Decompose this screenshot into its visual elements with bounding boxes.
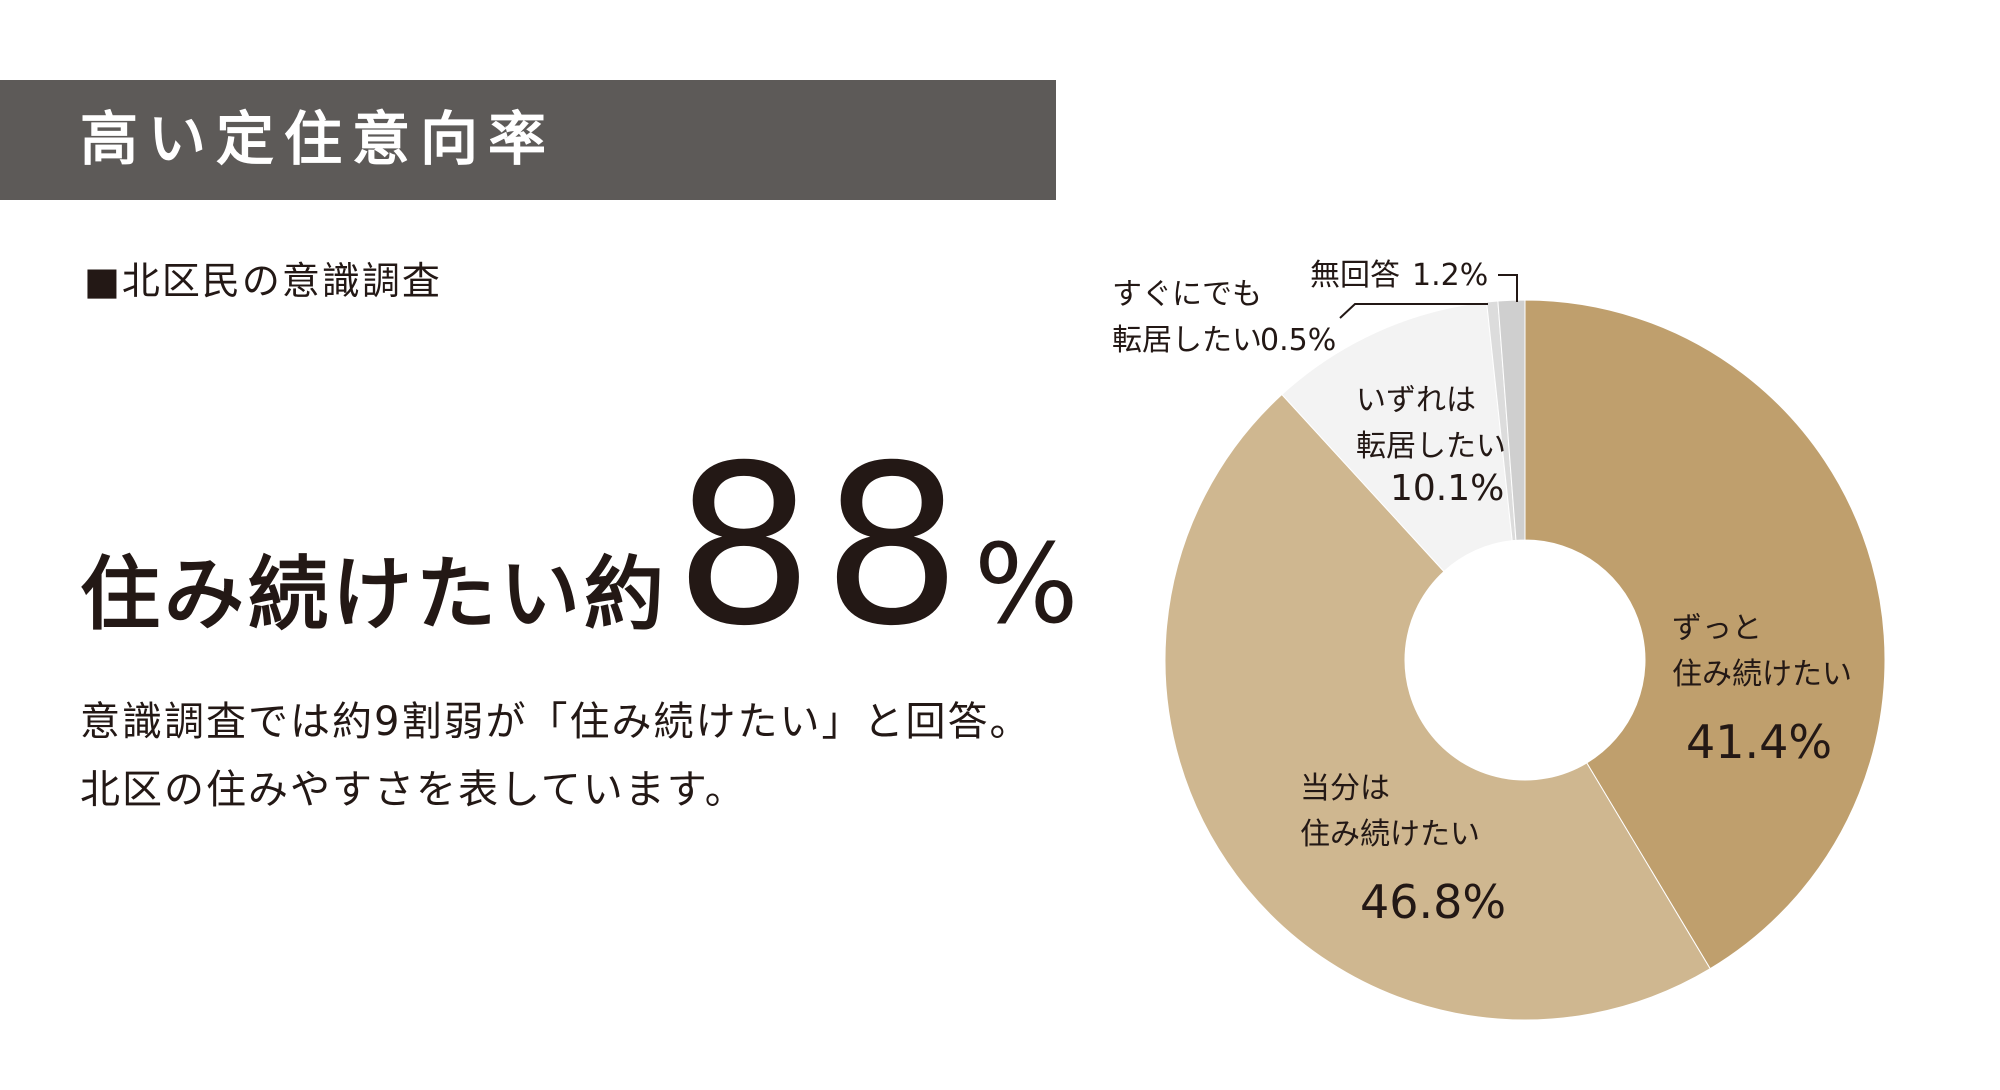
slice-3-label-0: すぐにでも [1112,277,1262,312]
slice-1-label-0: 当分は [1300,771,1390,806]
slice-1-label-1: 住み続けたい [1300,817,1480,852]
headline-unit: % [973,520,1079,648]
slice-3-label-1: 転居したい [1112,323,1262,358]
pie-slice-0 [1524,299,1886,970]
slice-0-label-1: 住み続けたい [1672,657,1852,692]
leader-line-slice-4 [1498,274,1518,302]
body-line-2: 北区の住みやすさを表しています。 [80,767,747,813]
slice-2-value-label: 10.1% [1390,468,1504,509]
headline-prefix: 住み続けたい約 [80,548,668,641]
headline: 住み続けたい約 88 % [80,436,1078,656]
pie-slice-1 [1164,393,1711,1021]
leader-line-slice-3 [1339,303,1488,319]
slice-0-value-label: 41.4% [1686,715,1832,769]
pie-slice-4 [1497,299,1526,541]
body-text: 意識調査では約9割弱が「住み続けたい」と回答。 北区の住みやすさを表しています。 [80,688,1080,824]
slice-3-value-label: 0.5% [1260,323,1336,358]
header-bar [0,80,1056,200]
slice-1-value-label: 46.8% [1360,875,1506,929]
survey-label: ■北区民の意識調査 [84,259,442,303]
slice-0-label-0: ずっと [1672,611,1762,646]
slice-2-label-1: 転居したい [1356,429,1506,464]
page-title: 高い定住意向率 [80,105,557,173]
body-line-1: 意識調査では約9割弱が「住み続けたい」と回答。 [80,699,1032,745]
slice-4-value-label: 1.2% [1412,258,1488,293]
slice-2-label-0: いずれは [1356,383,1476,418]
headline-number: 88 [674,418,970,674]
slice-4-label-0: 無回答 [1310,258,1400,293]
